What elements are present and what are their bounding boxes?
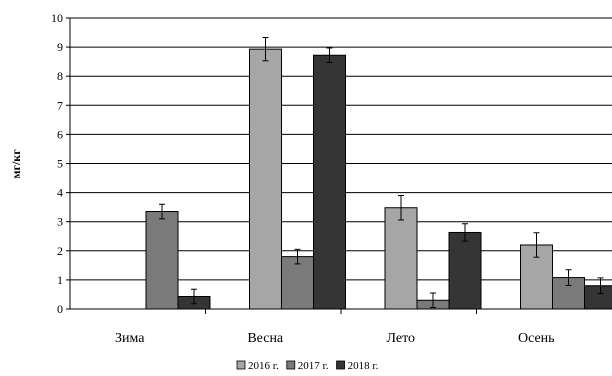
y-tick-label: 6 — [57, 127, 63, 141]
x-category-label: Лето — [386, 331, 415, 346]
legend-label: 2017 г. — [298, 360, 329, 372]
y-tick-labels: 0 1 2 3 4 5 6 7 8 9 10 — [51, 11, 63, 316]
legend-swatch — [336, 360, 345, 370]
x-category-labels: Зима Весна Лето Осень — [115, 331, 555, 346]
bar — [249, 48, 282, 310]
x-category-label: Весна — [247, 331, 284, 346]
bar — [584, 285, 612, 310]
bars — [145, 48, 612, 310]
y-tick-label: 7 — [57, 98, 63, 112]
legend-label: 2016 г. — [248, 360, 279, 372]
bar — [384, 207, 418, 310]
y-tick-label: 5 — [57, 157, 63, 171]
error-bars — [159, 36, 604, 309]
legend-swatch — [236, 360, 246, 370]
y-tick-label: 0 — [57, 302, 63, 316]
bar — [145, 211, 179, 310]
bar — [448, 231, 482, 310]
y-axis-title: мг/кг — [9, 149, 23, 179]
axes — [66, 17, 612, 314]
y-tick-label: 1 — [57, 273, 63, 287]
y-tick-label: 2 — [57, 244, 63, 258]
y-tick-label: 10 — [51, 11, 63, 25]
y-tick-label: 3 — [57, 215, 63, 229]
y-tick-label: 8 — [57, 69, 63, 83]
x-category-label: Зима — [115, 331, 145, 346]
x-category-label: Осень — [518, 331, 555, 346]
legend-swatch — [286, 360, 296, 370]
legend-label: 2018 г. — [348, 360, 379, 372]
y-tick-label: 4 — [57, 186, 63, 200]
y-tick-label: 9 — [57, 40, 63, 54]
bar — [313, 54, 346, 310]
legend: 2016 г. 2017 г. 2018 г. — [236, 360, 379, 372]
bar — [281, 256, 314, 310]
